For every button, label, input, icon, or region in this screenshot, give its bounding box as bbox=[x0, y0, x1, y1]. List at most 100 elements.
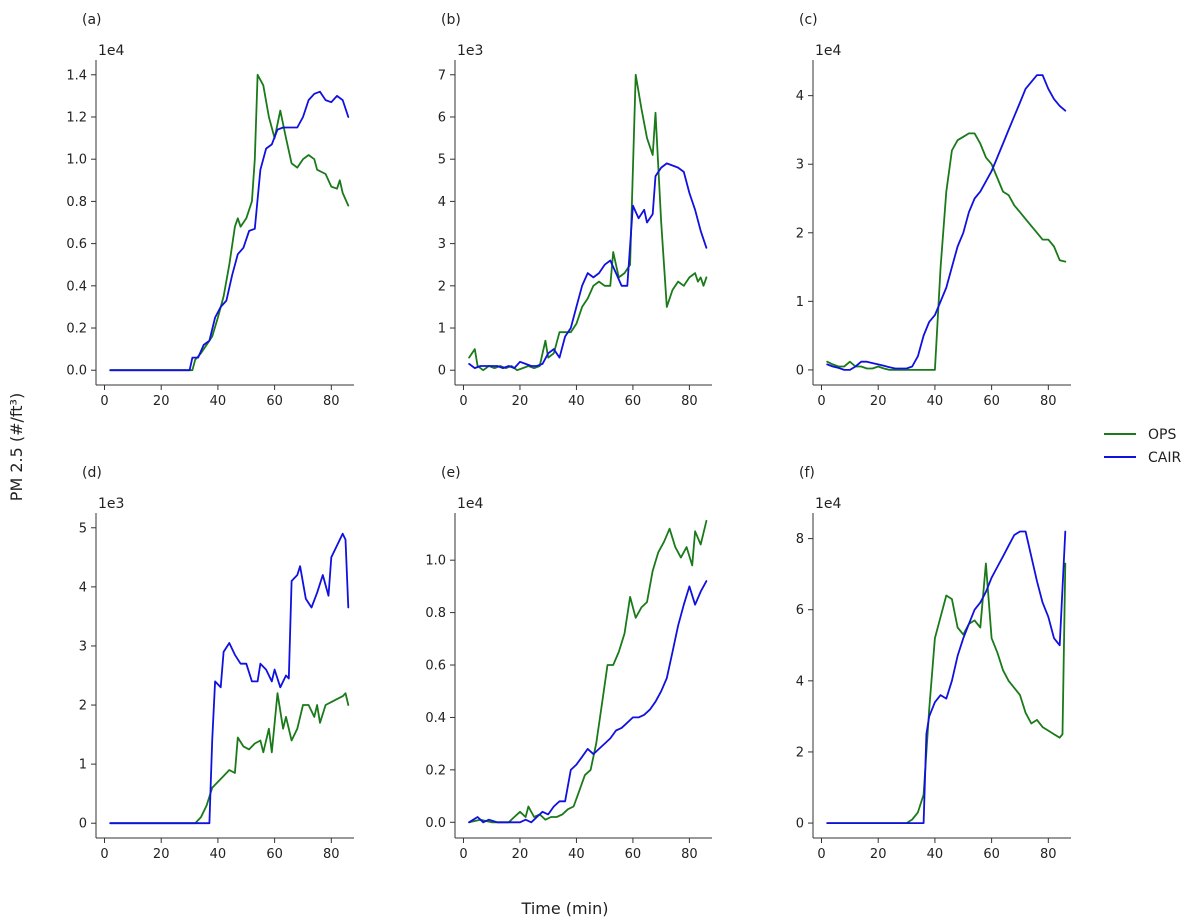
y-tick-label: 4 bbox=[796, 674, 804, 689]
x-tick-label: 20 bbox=[153, 394, 170, 409]
x-tick-label: 80 bbox=[323, 394, 340, 409]
y-tick-label: 1.0 bbox=[66, 153, 87, 168]
panel-d: (d) 1e3 0 20 40 60 80 0 1 2 3 4 5 bbox=[79, 465, 354, 862]
y-multiplier-label: 1e4 bbox=[815, 43, 842, 59]
legend: OPS CAIR bbox=[1104, 427, 1181, 466]
y-tick-label: 2 bbox=[796, 745, 804, 760]
y-tick-label: 2 bbox=[796, 226, 804, 241]
series-line-ops bbox=[826, 562, 1067, 824]
x-tick-label: 60 bbox=[266, 847, 283, 862]
x-tick-label: 0 bbox=[100, 847, 108, 862]
panel-label: (e) bbox=[441, 465, 461, 481]
x-tick-label: 20 bbox=[870, 847, 887, 862]
y-tick-label: 1 bbox=[796, 295, 804, 310]
y-tick-label: 0 bbox=[796, 363, 804, 378]
y-multiplier-label: 1e3 bbox=[457, 43, 483, 59]
y-multiplier-label: 1e4 bbox=[815, 496, 842, 512]
x-tick-label: 0 bbox=[817, 847, 825, 862]
y-multiplier-label: 1e4 bbox=[457, 496, 484, 512]
series-line-cair bbox=[468, 162, 708, 369]
y-tick-label: 4 bbox=[438, 195, 446, 210]
y-tick-label: 4 bbox=[796, 89, 804, 104]
y-tick-label: 5 bbox=[79, 521, 87, 536]
panel-label: (d) bbox=[82, 465, 102, 481]
y-tick-label: 0 bbox=[438, 364, 446, 379]
x-tick-label: 80 bbox=[323, 847, 340, 862]
y-tick-label: 4 bbox=[79, 580, 87, 595]
x-tick-label: 40 bbox=[927, 394, 944, 409]
x-tick-label: 20 bbox=[870, 394, 887, 409]
y-axis-title: PM 2.5 (#/ft³) bbox=[7, 393, 26, 501]
y-tick-label: 5 bbox=[438, 153, 446, 168]
x-tick-label: 40 bbox=[210, 394, 227, 409]
y-tick-label: 0.6 bbox=[425, 659, 446, 674]
x-tick-label: 0 bbox=[100, 394, 108, 409]
series-line-cair bbox=[826, 74, 1067, 371]
x-tick-label: 80 bbox=[1040, 394, 1057, 409]
x-tick-label: 80 bbox=[681, 394, 698, 409]
panel-c: (c) 1e4 0 20 40 60 80 0 1 2 3 4 bbox=[796, 12, 1071, 409]
panel-e: (e) 1e4 0 20 40 60 80 0.0 0.2 0.4 0.6 0.8 1.0 bbox=[425, 465, 712, 862]
series-line-cair bbox=[468, 580, 708, 824]
panel-label: (f) bbox=[799, 465, 815, 481]
series-line-ops bbox=[826, 132, 1067, 371]
y-tick-label: 0 bbox=[796, 817, 804, 832]
series-line-cair bbox=[826, 530, 1067, 824]
series-line-ops bbox=[109, 73, 350, 372]
x-tick-label: 40 bbox=[210, 847, 227, 862]
x-tick-label: 60 bbox=[266, 394, 283, 409]
y-tick-label: 1.4 bbox=[66, 68, 87, 83]
x-tick-label: 0 bbox=[459, 847, 467, 862]
y-tick-label: 3 bbox=[79, 639, 87, 654]
panel-label: (a) bbox=[82, 12, 102, 28]
y-tick-label: 7 bbox=[438, 68, 446, 83]
y-multiplier-label: 1e4 bbox=[98, 43, 125, 59]
series-line-cair bbox=[109, 532, 350, 825]
x-tick-label: 40 bbox=[568, 847, 585, 862]
x-tick-label: 20 bbox=[512, 394, 529, 409]
y-tick-label: 0.2 bbox=[66, 322, 87, 337]
x-tick-label: 20 bbox=[512, 847, 529, 862]
y-tick-label: 0.8 bbox=[66, 195, 87, 210]
y-tick-label: 1 bbox=[438, 322, 446, 337]
y-tick-label: 3 bbox=[438, 237, 446, 252]
legend-cair-label: CAIR bbox=[1148, 450, 1181, 466]
y-tick-label: 0.4 bbox=[66, 279, 87, 294]
panel-b: (b) 1e3 0 20 40 60 80 0 1 2 3 4 5 6 7 bbox=[438, 12, 712, 409]
x-tick-label: 60 bbox=[983, 394, 1000, 409]
series-line-ops bbox=[468, 520, 708, 824]
panel-label: (b) bbox=[441, 12, 461, 28]
y-tick-label: 1.0 bbox=[425, 554, 446, 569]
x-tick-label: 20 bbox=[153, 847, 170, 862]
x-tick-label: 60 bbox=[625, 847, 642, 862]
y-tick-label: 6 bbox=[796, 603, 804, 618]
series-line-ops bbox=[109, 692, 350, 825]
y-multiplier-label: 1e3 bbox=[98, 496, 124, 512]
y-tick-label: 2 bbox=[438, 279, 446, 294]
x-tick-label: 40 bbox=[568, 394, 585, 409]
panel-f: (f)1e4 0 20 40 60 80 0 2 4 6 8 bbox=[796, 465, 1071, 862]
y-tick-label: 1.2 bbox=[66, 110, 87, 125]
y-tick-label: 0.2 bbox=[425, 763, 446, 778]
panel-label: (c) bbox=[799, 12, 818, 28]
panel-a: (a) 1e4 0 20 40 60 80 0.0 0.2 0.4 0.6 0.8 1.0 1.2 1.4 bbox=[66, 12, 354, 409]
y-tick-label: 1 bbox=[79, 758, 87, 773]
y-tick-label: 0.4 bbox=[425, 711, 446, 726]
y-tick-label: 0.0 bbox=[66, 364, 87, 379]
x-tick-label: 80 bbox=[1040, 847, 1057, 862]
x-tick-label: 60 bbox=[625, 394, 642, 409]
series-line-ops bbox=[468, 73, 708, 372]
x-tick-label: 60 bbox=[983, 847, 1000, 862]
x-axis-title: Time (min) bbox=[521, 899, 609, 918]
y-tick-label: 0 bbox=[79, 817, 87, 832]
series-line-cair bbox=[109, 90, 350, 372]
y-tick-label: 6 bbox=[438, 110, 446, 125]
legend-ops-label: OPS bbox=[1148, 427, 1176, 443]
y-tick-label: 2 bbox=[79, 699, 87, 714]
y-tick-label: 8 bbox=[796, 532, 804, 547]
x-tick-label: 0 bbox=[817, 394, 825, 409]
y-tick-label: 0.6 bbox=[66, 237, 87, 252]
y-tick-label: 0.8 bbox=[425, 606, 446, 621]
